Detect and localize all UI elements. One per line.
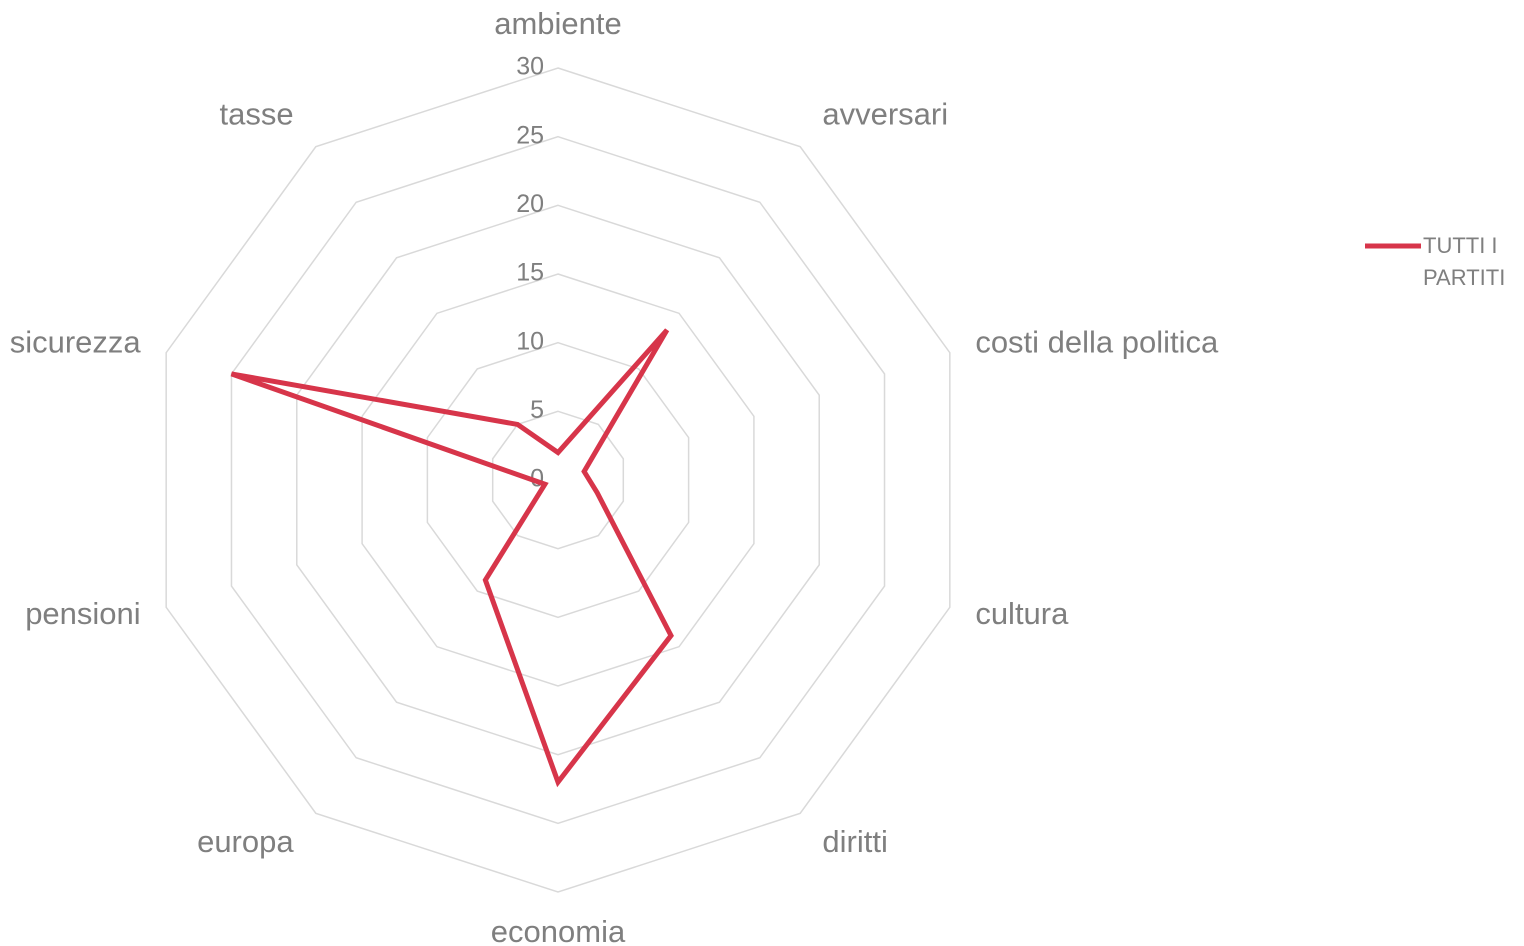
grid-ring [361, 273, 755, 687]
category-label: pensioni [25, 596, 140, 631]
category-label: cultura [975, 596, 1069, 631]
series-line [230, 328, 674, 788]
category-label: avversari [822, 96, 948, 131]
category-label: ambiente [494, 6, 622, 41]
r-tick-label: 10 [516, 327, 544, 355]
legend-swatch-box [1365, 243, 1421, 249]
category-label: europa [197, 824, 294, 859]
grid-ring [491, 410, 625, 550]
category-label: tasse [220, 96, 294, 131]
category-label: costi della politica [975, 325, 1219, 360]
grid-ring [230, 135, 886, 825]
grid-ring [426, 341, 690, 619]
legend-label: TUTTI I PARTITI [1423, 233, 1506, 290]
r-tick-label: 20 [516, 190, 544, 218]
r-tick-label: 15 [516, 259, 544, 287]
category-label: economia [491, 914, 626, 946]
grid-ring [165, 67, 951, 893]
r-tick-label: 0 [530, 465, 544, 493]
r-tick-label: 25 [516, 121, 544, 149]
grid-ring [296, 204, 820, 756]
r-tick-label: 30 [516, 53, 544, 81]
category-label: sicurezza [10, 325, 142, 360]
category-label: diritti [822, 824, 887, 859]
r-tick-label: 5 [530, 396, 544, 424]
